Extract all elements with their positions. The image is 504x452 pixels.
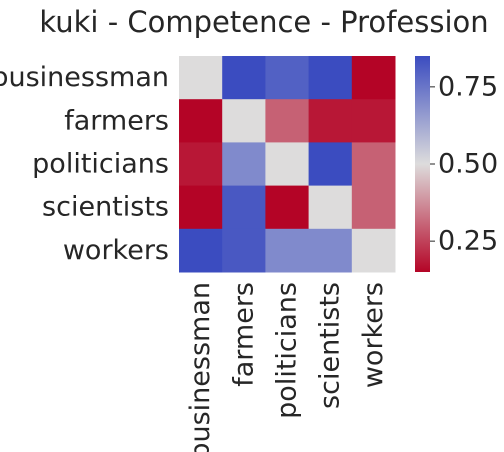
column-labels: businessman farmers politicians scientists w… [185,282,389,452]
row-labels: businessman farmers politicians scientists w… [0,62,169,266]
heatmap-cell [265,56,310,100]
heatmap-cells [179,56,396,273]
column-tick-label: farmers [228,282,259,387]
row-tick-label: politicians [32,149,169,180]
row-tick-label: workers [63,235,169,266]
heatmap-cell [351,185,396,230]
heatmap-cell [265,228,310,273]
heatmap-cell [351,142,396,187]
row-tick-label: scientists [42,192,169,223]
heatmap-cell [265,185,310,230]
heatmap-cell [179,56,223,100]
heatmap-cell [351,99,396,143]
heatmap-cell [308,228,353,273]
column-tick-label: politicians [272,282,303,419]
heatmap-cell [222,99,266,143]
heatmap-cell [179,99,223,143]
colorbar-gradient [415,56,430,272]
column-tick-label: businessman [185,282,216,452]
column-tick-label: workers [358,282,389,388]
heatmap-cell [222,142,266,187]
heatmap-cell [265,99,310,143]
colorbar: 0.25 0.50 0.75 [415,56,498,272]
heatmap-cell [179,142,223,187]
colorbar-tick-label: 0.50 [438,149,498,180]
heatmap-cell [222,185,266,230]
heatmap-cell [222,56,266,100]
heatmap-cell [308,185,353,230]
heatmap-cell [179,228,223,273]
heatmap-cell [351,228,396,273]
column-tick-label: scientists [315,282,346,409]
heatmap-cell [222,228,266,273]
chart-title: kuki - Competence - Profession [39,5,488,39]
colorbar-tick-label: 0.75 [438,71,498,102]
row-tick-label: farmers [64,105,169,136]
colorbar-tick-label: 0.25 [438,226,498,257]
heatmap-cell [265,142,310,187]
heatmap-cell [308,142,353,187]
heatmap-cell [308,99,353,143]
heatmap-cell [308,56,353,100]
row-tick-label: businessman [0,62,169,93]
heatmap-cell [351,56,396,100]
heatmap-cell [179,185,223,230]
